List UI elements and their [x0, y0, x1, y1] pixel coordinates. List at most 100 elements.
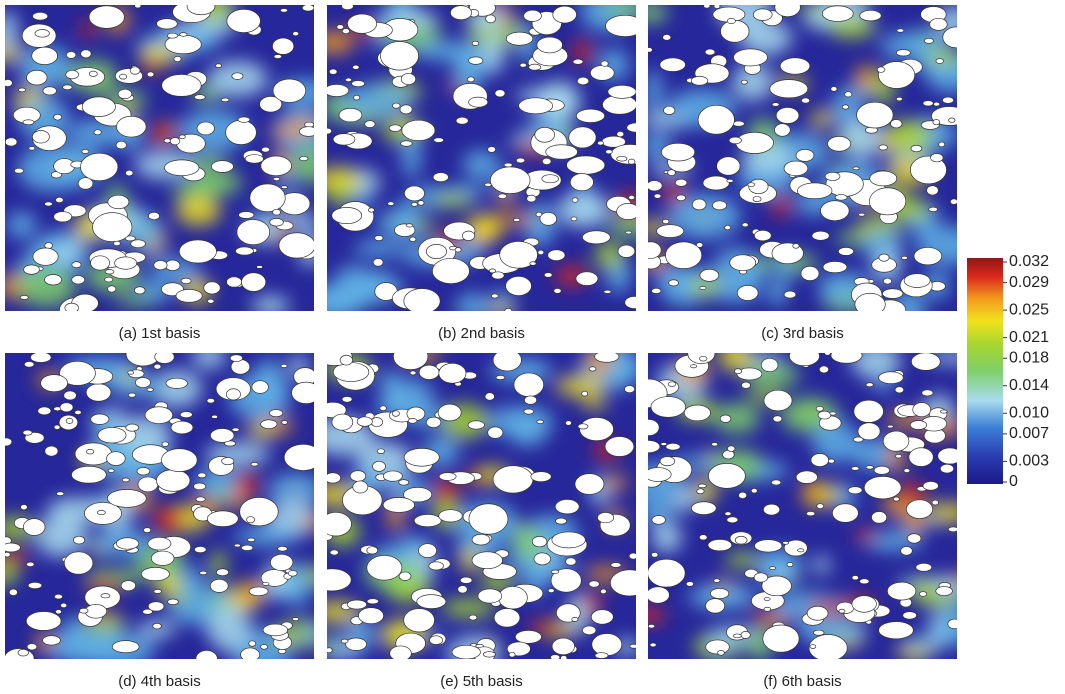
inclusion	[555, 517, 567, 525]
inclusion	[115, 140, 127, 150]
inclusion	[821, 5, 854, 22]
inclusion	[789, 353, 820, 367]
inclusion	[741, 381, 751, 389]
inclusion	[530, 471, 552, 483]
inclusion	[659, 456, 676, 467]
colorbar-tick-label: 0	[1009, 473, 1018, 490]
inclusion	[740, 631, 751, 639]
inclusion	[372, 460, 386, 472]
inclusion	[230, 359, 251, 375]
inclusion	[741, 222, 749, 228]
inclusion	[857, 422, 881, 441]
inclusion	[541, 157, 552, 166]
inclusion	[575, 271, 599, 286]
inclusion	[524, 395, 538, 405]
inclusion	[570, 216, 578, 222]
inclusion	[432, 172, 449, 183]
inclusion	[111, 640, 140, 654]
inclusion	[147, 601, 165, 612]
inclusion	[178, 239, 217, 264]
inclusion	[127, 370, 135, 375]
inclusion	[244, 154, 264, 164]
inclusion	[820, 200, 850, 222]
field-blob	[802, 479, 821, 508]
inclusion	[403, 487, 433, 503]
inclusion	[197, 472, 207, 479]
inclusion	[865, 465, 874, 470]
colorbar-tick-label: 0.029	[1009, 274, 1049, 291]
inclusion	[795, 470, 818, 484]
field-blob	[327, 31, 355, 54]
inclusion	[591, 633, 623, 656]
inclusion	[760, 357, 779, 373]
inclusion	[882, 288, 904, 299]
inclusion	[550, 569, 560, 574]
inclusion	[272, 37, 295, 55]
field-blob	[648, 69, 663, 114]
field	[648, 353, 957, 659]
inclusion	[391, 410, 400, 417]
inclusion	[425, 416, 442, 428]
panel-caption: (e) 5th basis	[440, 673, 523, 690]
inclusion	[550, 654, 561, 659]
inclusion	[912, 402, 931, 418]
inclusion	[74, 409, 82, 415]
inclusion	[707, 539, 733, 552]
inclusion	[685, 581, 694, 587]
inclusion	[900, 546, 913, 556]
inclusion	[543, 272, 553, 278]
field-blob	[770, 196, 792, 217]
inclusion	[199, 570, 208, 576]
inclusion	[528, 63, 542, 71]
inclusion	[115, 537, 140, 550]
inclusion	[815, 405, 824, 412]
inclusion	[818, 365, 829, 374]
inclusion	[251, 380, 269, 394]
inclusion	[220, 97, 230, 103]
inclusion	[195, 496, 206, 502]
inclusion	[119, 73, 128, 80]
inclusion	[487, 426, 504, 439]
inclusion	[356, 416, 373, 427]
inclusion	[283, 443, 314, 471]
inclusion	[695, 242, 704, 248]
inclusion	[5, 437, 13, 447]
inclusion	[873, 465, 890, 475]
field-blob	[909, 579, 940, 602]
inclusion	[499, 241, 538, 269]
inclusion	[729, 254, 757, 271]
inclusion	[537, 249, 545, 256]
inclusion	[100, 593, 111, 599]
inclusion	[431, 257, 470, 285]
inclusion	[651, 552, 659, 558]
inclusion	[163, 138, 171, 144]
inclusion	[88, 70, 98, 77]
inclusion	[347, 13, 378, 34]
inclusion	[942, 26, 957, 49]
inclusion	[829, 411, 837, 416]
inclusion	[367, 207, 375, 213]
inclusion	[280, 8, 289, 13]
inclusion	[547, 249, 566, 261]
inclusion	[351, 80, 366, 88]
inclusion	[44, 445, 59, 457]
inclusion	[53, 211, 73, 223]
inclusion	[750, 488, 758, 494]
inclusion	[648, 467, 672, 482]
inclusion	[763, 503, 781, 516]
inclusion	[429, 635, 443, 645]
inclusion	[409, 370, 417, 376]
inclusion	[519, 62, 527, 68]
inclusion	[451, 644, 481, 659]
inclusion	[277, 648, 287, 654]
inclusion	[238, 211, 255, 219]
field-blob	[581, 396, 608, 410]
field-blob	[713, 403, 760, 434]
field-blob	[648, 5, 668, 24]
inclusion	[906, 533, 922, 544]
inclusion	[400, 73, 417, 85]
inclusion	[597, 140, 604, 146]
inclusion	[931, 499, 939, 506]
inclusion	[600, 60, 609, 67]
inclusion	[830, 353, 863, 364]
